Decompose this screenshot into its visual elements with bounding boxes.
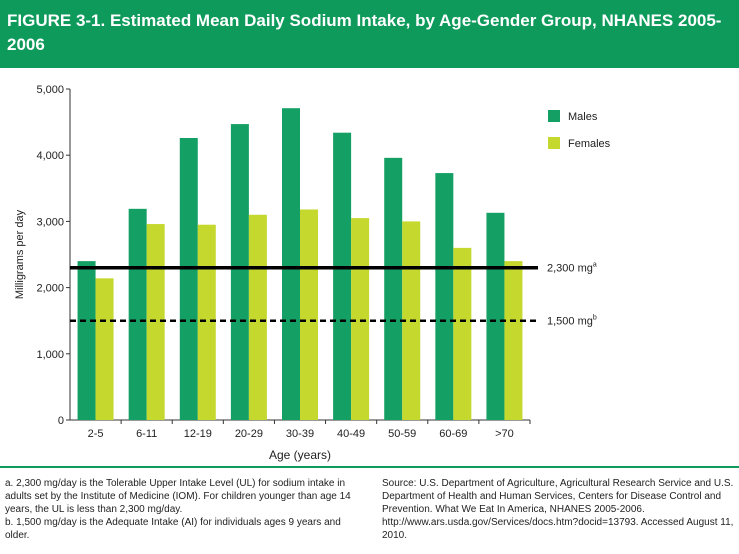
figure-title: FIGURE 3-1. Estimated Mean Daily Sodium … [7, 11, 722, 54]
x-tick-label: 12-19 [184, 428, 212, 440]
source-note: Source: U.S. Department of Agriculture, … [382, 478, 734, 541]
footer-divider [0, 466, 739, 468]
bar-males [77, 261, 96, 420]
y-tick-label: 3,000 [36, 216, 64, 228]
reference-line-label: 2,300 mga [547, 262, 597, 275]
x-tick-label: 20-29 [235, 428, 263, 440]
x-tick-label: 60-69 [439, 428, 467, 440]
bar-females [504, 261, 523, 420]
y-tick-label: 1,000 [36, 349, 64, 361]
bar-females [453, 247, 472, 420]
bar-males [282, 108, 300, 420]
bar-males [384, 157, 403, 420]
footnotes: a. 2,300 mg/day is the Tolerable Upper I… [5, 477, 365, 542]
x-tick-label: 6-11 [136, 428, 157, 440]
footnote-b: b. 1,500 mg/day is the Adequate Intake (… [5, 517, 341, 541]
bar-females [248, 214, 267, 420]
y-tick-label: 5,000 [36, 84, 64, 96]
bar-females [146, 224, 165, 420]
bar-chart: 0 1,000 2,000 3,000 4,000 5,000 Milligrams per… [14, 84, 611, 462]
bar-males [333, 132, 352, 420]
bar-males [128, 208, 147, 420]
bar-females [95, 278, 114, 420]
x-tick-label: 50-59 [388, 428, 416, 440]
legend-swatch-males [548, 110, 560, 122]
bar-females [351, 218, 370, 420]
bar-males [230, 124, 249, 420]
x-tick-label: 30-39 [286, 428, 314, 440]
legend-label-females: Females [568, 138, 611, 150]
legend-swatch-females [548, 137, 560, 149]
bar-females [197, 224, 216, 420]
reference-line-label: 1,500 mgb [547, 315, 597, 328]
x-tick-label: 40-49 [337, 428, 365, 440]
footnote-a: a. 2,300 mg/day is the Tolerable Upper I… [5, 478, 351, 515]
y-tick-label: 4,000 [36, 150, 64, 162]
bar-males [179, 137, 198, 420]
x-tick-label: >70 [495, 428, 514, 440]
bar-males [486, 212, 505, 420]
figure-header: FIGURE 3-1. Estimated Mean Daily Sodium … [0, 0, 739, 68]
y-tick-label: 2,000 [36, 283, 64, 295]
legend-label-males: Males [568, 111, 598, 123]
bar-females [300, 209, 318, 420]
x-axis-label: Age (years) [269, 448, 331, 462]
bar-males [435, 173, 454, 420]
x-tick-label: 2-5 [88, 428, 104, 440]
y-tick-label: 0 [58, 415, 64, 427]
y-axis-label: Milligrams per day [14, 209, 26, 299]
